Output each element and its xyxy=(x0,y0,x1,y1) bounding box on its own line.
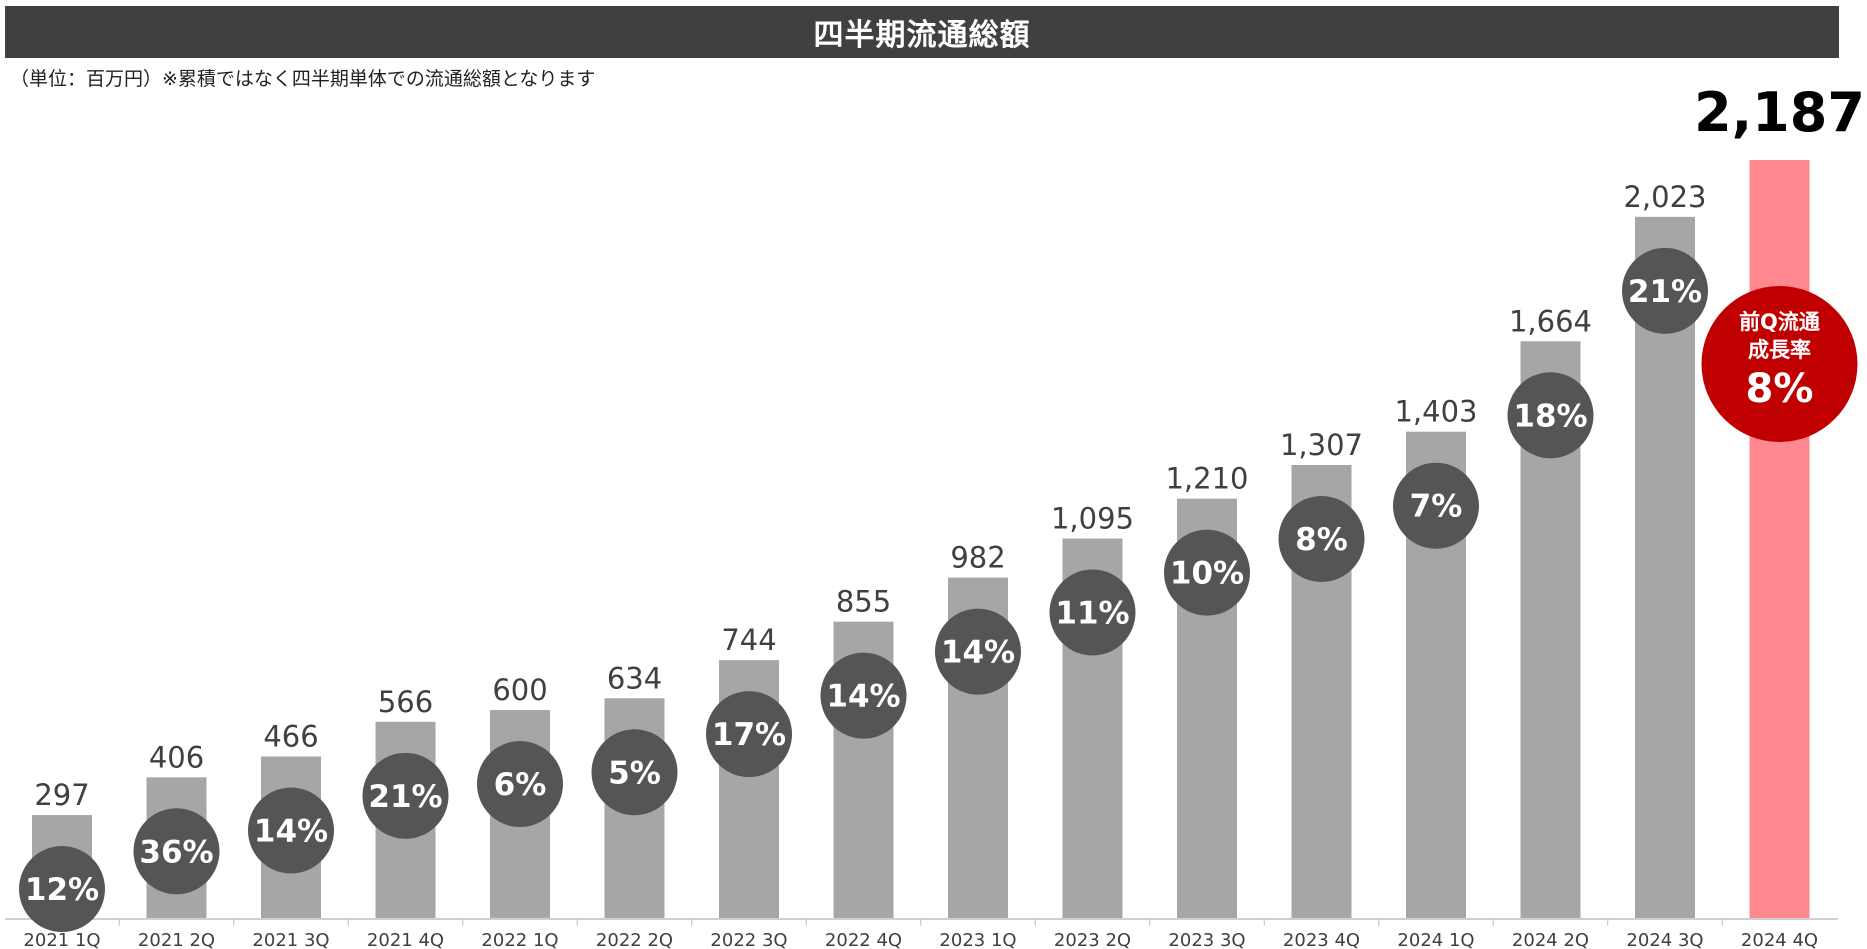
x-tick-label: 2023 3Q xyxy=(1168,930,1245,949)
growth-circle xyxy=(477,741,563,828)
growth-circle xyxy=(1507,372,1594,459)
growth-label: 6% xyxy=(494,767,547,803)
growth-label: 14% xyxy=(826,679,900,715)
growth-label: 8% xyxy=(1295,522,1348,558)
callout-line2: 成長率 xyxy=(1748,338,1811,362)
callout-circle xyxy=(1701,286,1858,442)
growth-label: 12% xyxy=(25,872,99,908)
growth-circle xyxy=(1393,462,1479,549)
growth-label: 21% xyxy=(368,779,442,815)
x-tick-label: 2022 2Q xyxy=(596,930,673,949)
growth-circle xyxy=(1622,247,1708,334)
data-label: 406 xyxy=(149,740,204,774)
growth-label: 14% xyxy=(941,635,1015,671)
growth-circle xyxy=(19,846,105,933)
x-tick-label: 2024 1Q xyxy=(1397,930,1474,949)
growth-circle xyxy=(820,652,907,739)
data-label: 1,095 xyxy=(1051,501,1134,535)
x-tick-label: 2023 4Q xyxy=(1283,930,1360,949)
growth-circle xyxy=(1049,569,1136,656)
x-tick-label: 2021 3Q xyxy=(252,930,329,949)
unit-note: （単位：百万円）※累積ではなく四半期単体での流通総額となります xyxy=(10,68,596,90)
growth-circle xyxy=(591,729,678,816)
growth-label: 5% xyxy=(608,755,661,791)
x-tick-label: 2023 1Q xyxy=(939,930,1016,949)
data-label: 1,664 xyxy=(1509,304,1592,338)
growth-circle xyxy=(935,608,1021,695)
growth-label: 17% xyxy=(712,717,786,753)
growth-circle xyxy=(706,691,792,778)
data-label: 2,023 xyxy=(1623,180,1706,214)
x-tick-label: 2024 4Q xyxy=(1741,930,1818,949)
x-tick-label: 2023 2Q xyxy=(1054,930,1131,949)
bar xyxy=(1749,160,1810,918)
data-label: 466 xyxy=(263,719,318,753)
growth-label: 14% xyxy=(254,813,328,849)
x-tick-label: 2021 4Q xyxy=(367,930,444,949)
growth-circle xyxy=(133,808,220,895)
header-bar: 四半期流通総額 xyxy=(5,6,1839,58)
data-label: 855 xyxy=(836,585,891,619)
growth-circle xyxy=(1278,496,1365,583)
growth-circle xyxy=(362,752,449,839)
growth-circle xyxy=(1164,529,1250,616)
data-label: 1,210 xyxy=(1165,462,1248,496)
data-label: 566 xyxy=(378,685,433,719)
data-label: 634 xyxy=(607,661,662,695)
growth-label: 10% xyxy=(1170,556,1244,592)
x-tick-label: 2022 4Q xyxy=(825,930,902,949)
x-tick-label: 2024 3Q xyxy=(1626,930,1703,949)
x-tick-label: 2021 2Q xyxy=(138,930,215,949)
growth-label: 36% xyxy=(139,834,213,870)
data-label: 1,403 xyxy=(1394,395,1477,429)
growth-label: 18% xyxy=(1513,398,1587,434)
x-tick-label: 2021 1Q xyxy=(23,930,100,949)
callout-line1: 前Q流通 xyxy=(1739,310,1820,334)
x-tick-label: 2024 2Q xyxy=(1512,930,1589,949)
x-tick-label: 2022 3Q xyxy=(710,930,787,949)
callout-value: 8% xyxy=(1746,366,1814,412)
page-title: 四半期流通総額 xyxy=(813,18,1031,53)
growth-circle xyxy=(248,787,334,874)
growth-label: 11% xyxy=(1055,595,1129,631)
data-label: 744 xyxy=(721,623,776,657)
x-tick-label: 2022 1Q xyxy=(481,930,558,949)
data-label: 1,307 xyxy=(1280,428,1363,462)
growth-label: 7% xyxy=(1410,489,1463,525)
data-label-highlight: 2,187 xyxy=(1694,81,1865,144)
data-label: 297 xyxy=(34,778,89,812)
growth-label: 21% xyxy=(1628,274,1702,310)
data-label: 600 xyxy=(492,673,547,707)
data-label: 982 xyxy=(950,541,1005,575)
